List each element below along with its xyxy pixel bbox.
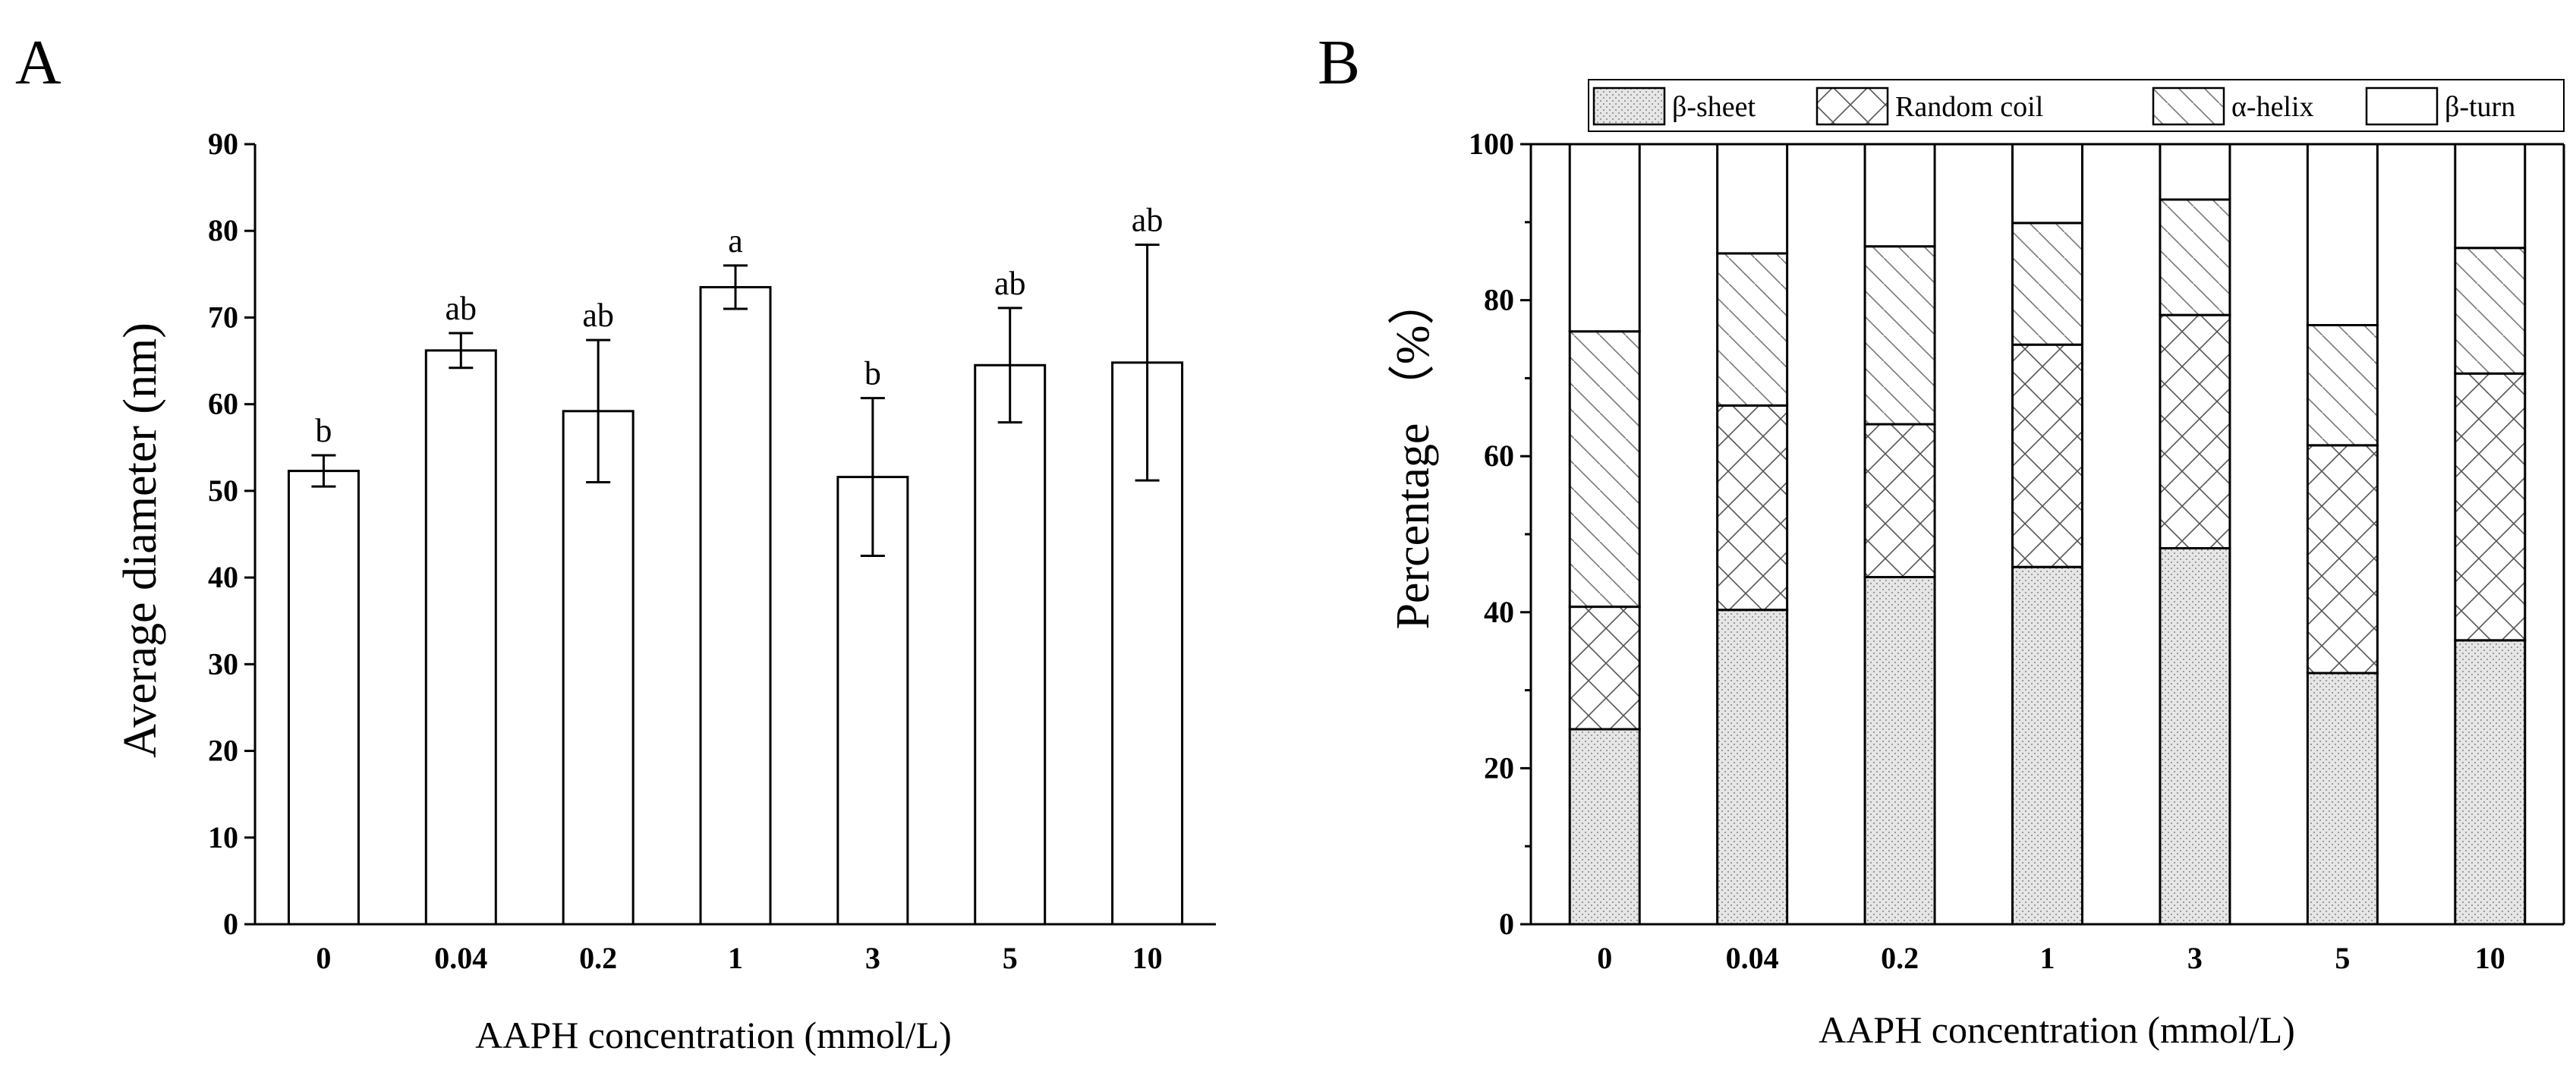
panel-b-legend-swatch	[2152, 87, 2225, 126]
panel-a-axes: 0 10 20 30 40 50 60 70 80 90 0 0.04 0.2 1 3 5 10	[208, 127, 1216, 975]
panel-b-y-tick-label: 20	[1484, 750, 1514, 785]
panel-a-significance-label: ab	[1132, 201, 1164, 238]
panel-b-bar-segment	[2011, 222, 2083, 346]
panel-a-x-tick-label: 0.04	[434, 941, 487, 975]
panel-a-x-tick-label: 0	[316, 941, 331, 975]
panel-b-bar-segment	[1716, 404, 1789, 612]
panel-b-legend-label: Random coil	[1895, 91, 2043, 123]
panel-b-bar-segment	[1863, 423, 1936, 579]
panel-a-y-tick-label: 60	[208, 387, 238, 421]
panel-a-bar	[424, 349, 497, 926]
panel-b-x-axis-title: AAPH concentration (mmol/L)	[1819, 1008, 2295, 1051]
panel-a-x-tick-label: 1	[728, 941, 743, 975]
panel-a-x-tick-label: 10	[1132, 941, 1163, 975]
panel-b-legend-swatch	[1815, 87, 1889, 126]
panel-b-legend-swatch	[2365, 87, 2439, 126]
panel-b-bar-segment	[1863, 143, 1936, 248]
panel-b-x-tick-label: 0.2	[1881, 941, 1919, 975]
panel-a-bar	[287, 470, 360, 926]
panel-b-bar-segment	[1863, 576, 1936, 926]
panel-b-bar-segment	[2454, 639, 2527, 926]
panel-a-bar	[699, 285, 772, 926]
panel-b-bar-segment	[2306, 143, 2379, 326]
panel-a-bar	[974, 363, 1047, 926]
panel-b-bar-segment	[2159, 313, 2231, 550]
panel-b-x-tick-label: 0	[1597, 941, 1612, 975]
panel-b-bar-segment	[2011, 343, 2083, 568]
panel-a-y-tick-label: 10	[208, 820, 238, 854]
panel-b-letter: B	[1318, 27, 1360, 98]
panel-a-y-tick-label: 90	[208, 127, 238, 161]
panel-b-bar-segment	[1568, 143, 1641, 333]
panel-a-significance-label: a	[728, 222, 743, 260]
panel-b-y-axis-title: Percentage （%）	[1387, 278, 1439, 629]
panel-a-x-tick-label: 0.2	[579, 941, 617, 975]
panel-a-bar	[562, 410, 635, 926]
panel-a-x-axis-title: AAPH concentration (mmol/L)	[475, 1014, 952, 1056]
panel-b-bar-segment	[2011, 565, 2083, 926]
panel-a-y-tick-label: 50	[208, 474, 238, 508]
panel-b-y-tick-label: 100	[1469, 127, 1514, 161]
panel-a-y-axis-title: Average diameter (nm)	[115, 322, 166, 758]
panel-a-y-tick-label: 40	[208, 560, 238, 594]
panel-b-y-tick-label: 40	[1484, 595, 1514, 629]
panel-b-bar-segment	[2306, 323, 2379, 447]
panel-b-legend-label: α-helix	[2231, 91, 2314, 123]
panel-b-marks	[1568, 143, 2527, 926]
panel-b-legend-label: β-sheet	[1672, 91, 1756, 123]
panel-b-x-tick-label: 5	[2335, 941, 2350, 975]
panel-b-bar-segment	[2306, 672, 2379, 926]
panel-b-bar-segment	[1716, 252, 1789, 407]
panel-a-y-tick-label: 70	[208, 300, 238, 334]
panel-b-bar-segment	[1568, 606, 1641, 731]
panel-b-bar-segment	[2159, 143, 2231, 201]
panel-b-x-tick-label: 10	[2475, 941, 2505, 975]
panel-b-bar-segment	[2159, 547, 2231, 926]
panel-b-bar-segment	[2454, 143, 2527, 250]
panel-b-y-tick-label: 60	[1484, 439, 1514, 473]
panel-a-significance-label: ab	[994, 265, 1026, 302]
panel-b-legend-swatch	[1592, 87, 1666, 126]
panel-b-x-tick-label: 3	[2187, 941, 2203, 975]
panel-a-significance-label: b	[864, 355, 881, 392]
panel-a-significance-label: ab	[582, 297, 614, 334]
panel-b-bar-segment	[2306, 444, 2379, 675]
panel-a-significance-label: b	[315, 412, 332, 449]
panel-b-x-tick-label: 0.04	[1726, 941, 1779, 975]
panel-b-legend-label: β-turn	[2445, 91, 2515, 123]
panel-b-x-tick-label: 1	[2040, 941, 2055, 975]
panel-b-bar-segment	[1568, 728, 1641, 926]
panel-b-bar-segment	[2454, 372, 2527, 642]
panel-b-bar-segment	[2159, 198, 2231, 316]
panel-b-bar-segment	[2011, 143, 2083, 225]
panel-a-y-tick-label: 80	[208, 213, 238, 247]
panel-b-y-tick-label: 0	[1499, 907, 1514, 941]
panel-b-legend: β-sheet Random coil α-helix β-turn	[1588, 79, 2565, 132]
panel-a-x-tick-label: 5	[1003, 941, 1018, 975]
panel-a-y-tick-label: 20	[208, 734, 238, 768]
panel-a-significance-label: ab	[446, 290, 477, 327]
panel-b-bar-segment	[1716, 143, 1789, 255]
panel-b-bar-segment	[1716, 609, 1789, 926]
panel-b-bar-segment	[1568, 330, 1641, 609]
panel-a-x-tick-label: 3	[865, 941, 880, 975]
panel-a-y-tick-label: 30	[208, 647, 238, 681]
panel-b-y-tick-label: 80	[1484, 283, 1514, 317]
panel-b-bar-segment	[2454, 247, 2527, 375]
panel-b-bar-segment	[1863, 245, 1936, 426]
panel-a-letter: A	[15, 27, 61, 98]
panel-a-y-tick-label: 0	[223, 907, 238, 941]
